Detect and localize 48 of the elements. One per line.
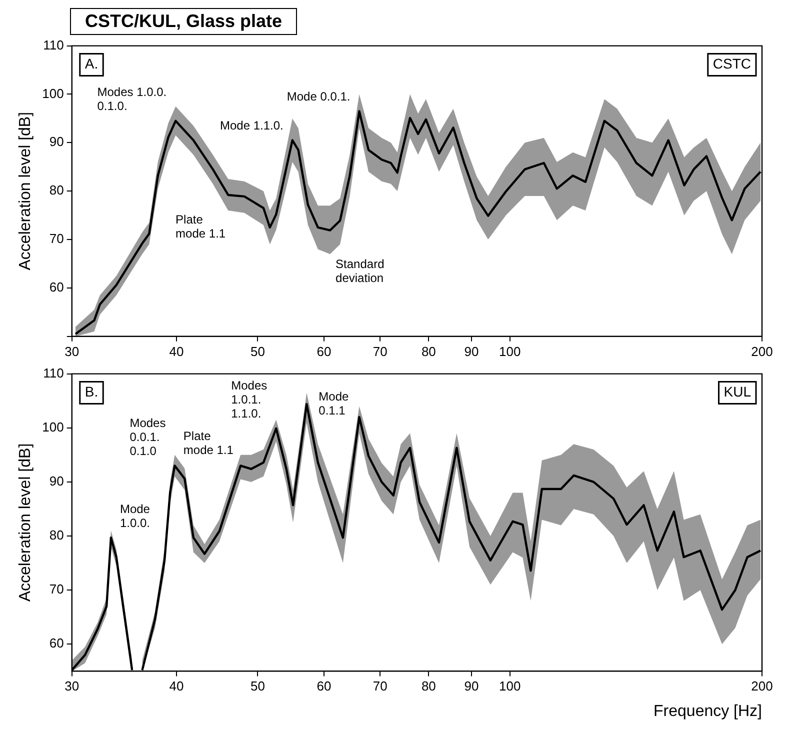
x-tick-label: 90	[464, 678, 479, 694]
annotation: Modes 0.0.1. 0.1.0	[130, 416, 166, 458]
annotation: Plate mode 1.1	[176, 212, 226, 241]
x-tick-label: 30	[64, 344, 80, 359]
x-tick-label: 90	[464, 344, 479, 359]
y-tick-label: 80	[49, 528, 64, 543]
annotation: Mode 0.0.1.	[286, 89, 350, 104]
y-tick-label: 70	[49, 582, 64, 597]
annotation: Mode 1.0.0.	[120, 502, 150, 530]
x-axis-title: Frequency [Hz]	[654, 702, 762, 720]
x-tick-label: 70	[372, 344, 388, 359]
y-tick-label: 60	[49, 280, 64, 295]
y-tick-label: 110	[43, 37, 64, 52]
y-tick-label: 110	[43, 365, 64, 380]
annotation: B.	[84, 384, 98, 400]
x-tick-label: 60	[316, 678, 332, 694]
x-tick-label: 100	[499, 344, 521, 359]
annotation: Mode 1.1.0.	[220, 118, 284, 133]
annotation: KUL	[724, 384, 752, 400]
y-axis-title: Acceleration level [dB]	[17, 443, 34, 602]
x-tick-label: 40	[169, 678, 184, 694]
y-tick-label: 70	[49, 231, 64, 246]
annotation: A.	[84, 56, 98, 72]
chart-title: CSTC/KUL, Glass plate	[70, 8, 298, 35]
annotation: CSTC	[712, 56, 752, 72]
x-tick-label: 200	[751, 678, 773, 694]
y-tick-label: 100	[42, 86, 64, 101]
x-tick-label: 50	[250, 344, 265, 359]
x-tick-label: 40	[169, 344, 184, 359]
x-tick-label: 50	[250, 678, 265, 694]
annotation: Standard deviation	[336, 256, 384, 285]
annotation: Modes 1.0.0. 0.1.0.	[97, 85, 167, 114]
y-tick-label: 90	[49, 474, 64, 489]
annotation: Mode 0.1.1	[318, 389, 349, 418]
y-tick-label: 80	[49, 182, 64, 198]
x-tick-label: 60	[316, 344, 332, 359]
x-tick-label: 200	[751, 344, 773, 359]
x-tick-label: 80	[421, 678, 436, 694]
x-tick-label: 80	[421, 344, 436, 359]
annotation: Modes 1.0.1. 1.1.0.	[231, 378, 268, 421]
y-tick-label: 60	[49, 636, 64, 651]
annotation: Plate mode 1.1	[183, 429, 234, 458]
x-tick-label: 30	[64, 678, 80, 694]
x-tick-label: 70	[372, 678, 388, 694]
y-tick-label: 90	[49, 134, 64, 150]
x-tick-label: 100	[499, 678, 521, 694]
y-axis-title: Acceleration level [dB]	[17, 112, 34, 270]
y-tick-label: 100	[42, 419, 64, 434]
